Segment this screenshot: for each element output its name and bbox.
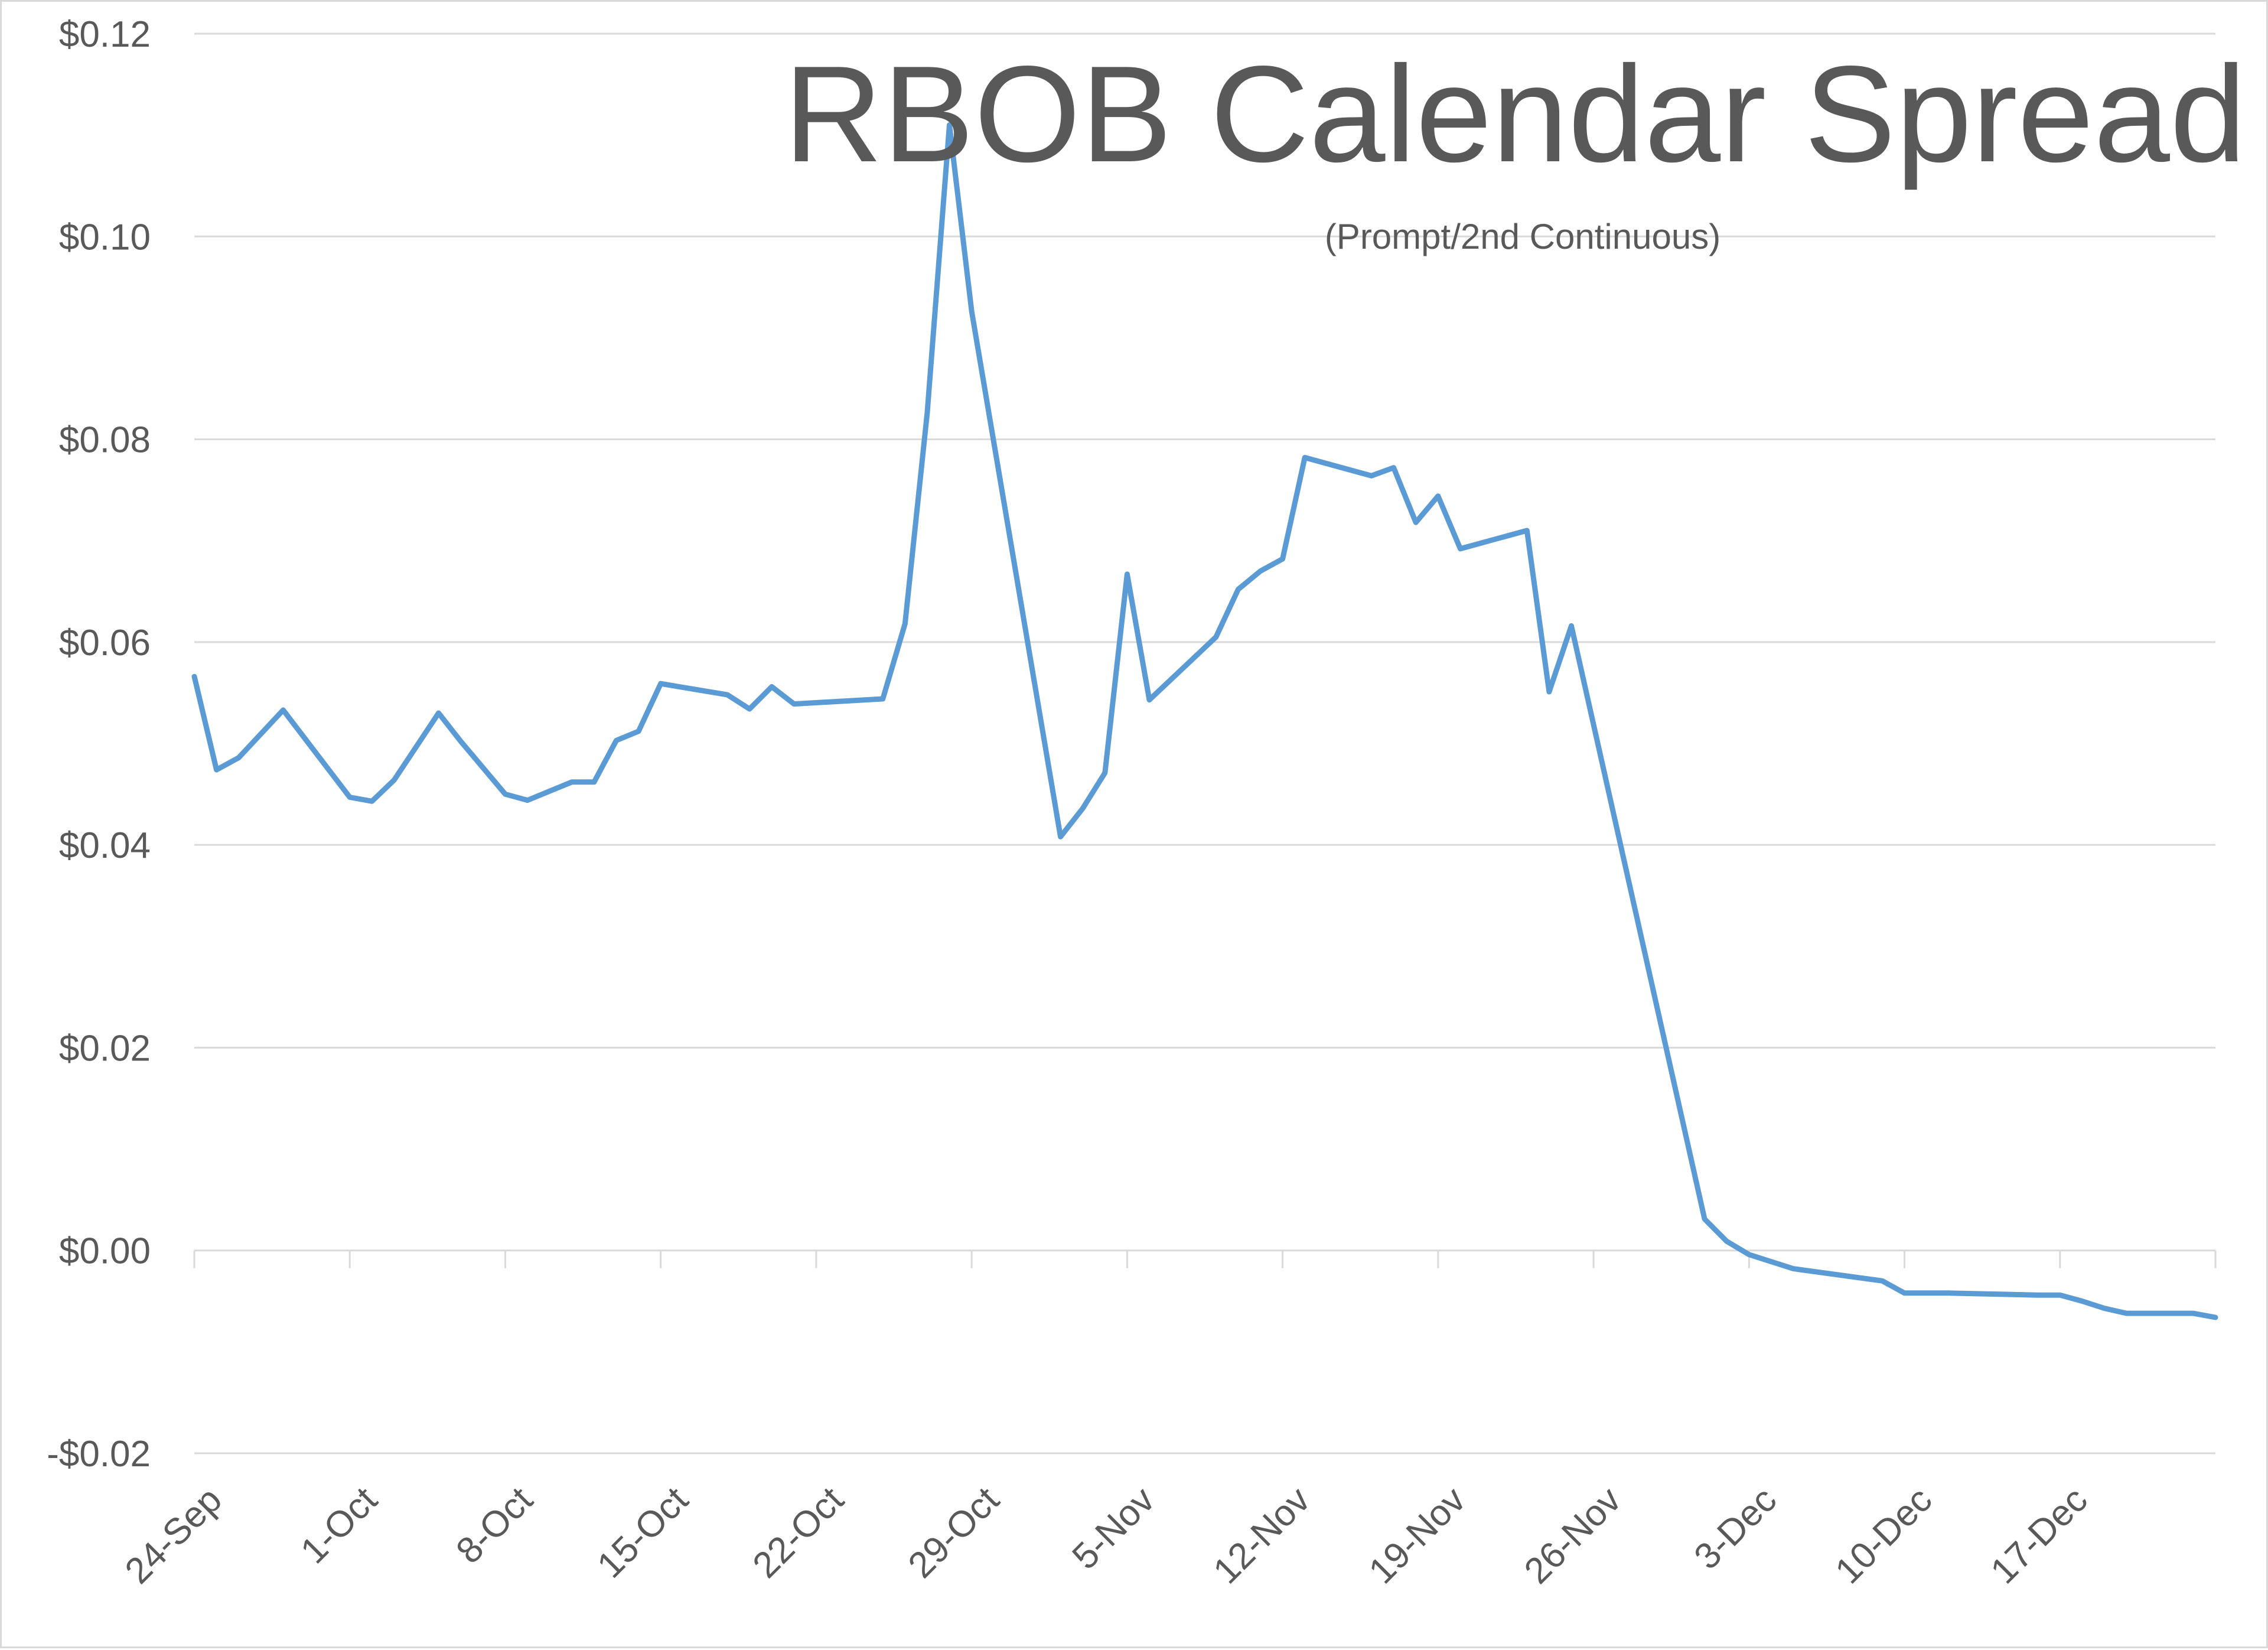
y-tick-label: $0.02 xyxy=(59,1028,151,1069)
series-line xyxy=(191,122,2218,1320)
x-tick-label: 8-Oct xyxy=(448,1479,540,1571)
x-tick-label: 29-Oct xyxy=(901,1479,1007,1586)
x-axis-ticks: 24-Sep 1-Oct 8-Oct 15-Oct 22-Oct 29-Oct 5-Nov 1… xyxy=(118,1479,2096,1592)
x-tick-label: 5-Nov xyxy=(1065,1479,1163,1577)
x-tick-label: 22-Oct xyxy=(745,1479,851,1586)
gridlines xyxy=(194,32,2215,1454)
x-tick-label: 24-Sep xyxy=(118,1479,230,1592)
y-tick-label: $0.00 xyxy=(59,1231,151,1272)
y-tick-label: $0.12 xyxy=(59,14,151,55)
y-tick-label: $0.04 xyxy=(59,825,151,866)
x-tick-label: 26-Nov xyxy=(1517,1479,1629,1592)
x-tick-label: 15-Oct xyxy=(589,1479,696,1586)
chart-subtitle: (Prompt/2nd Continuous) xyxy=(1325,217,1720,256)
x-tick-label: 10-Dec xyxy=(1827,1479,1940,1592)
y-tick-label: -$0.02 xyxy=(47,1434,151,1475)
x-tick-label: 17-Dec xyxy=(1983,1479,2096,1592)
x-tick-label: 19-Nov xyxy=(1361,1479,1474,1592)
x-tick-label: 12-Nov xyxy=(1205,1479,1318,1592)
y-tick-label: $0.08 xyxy=(59,420,151,461)
series-group xyxy=(191,122,2218,1320)
chart-title: RBOB Calendar Spread xyxy=(784,38,2246,191)
x-tick-label: 3-Dec xyxy=(1686,1479,1784,1577)
y-axis-ticks: $0.12 $0.10 $0.08 $0.06 $0.04 $0.02 $0.00 -$0.0… xyxy=(47,14,151,1475)
y-tick-label: $0.06 xyxy=(59,623,151,663)
x-tick-label: 1-Oct xyxy=(293,1479,385,1571)
axes xyxy=(193,1249,2217,1268)
y-tick-label: $0.10 xyxy=(59,217,151,258)
